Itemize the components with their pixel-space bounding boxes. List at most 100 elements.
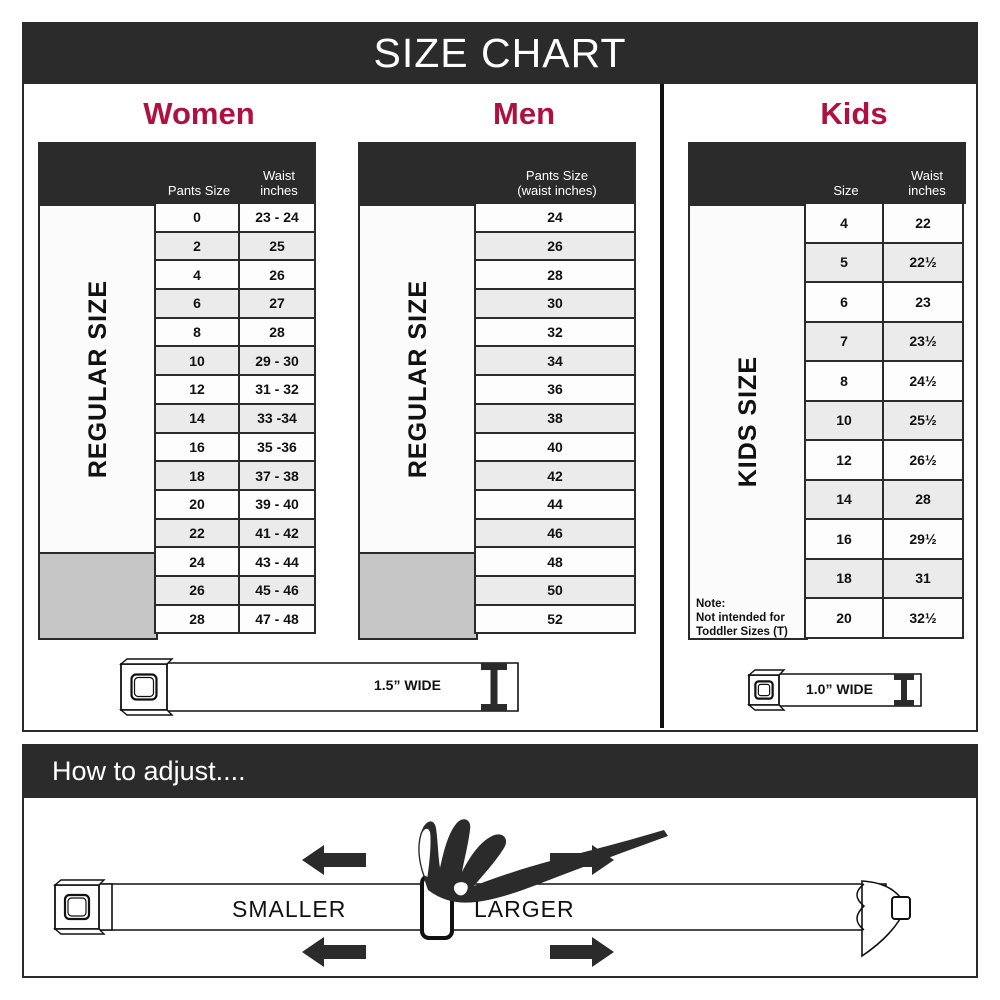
adult-belt-diagram: 1.5” WIDE <box>102 649 537 724</box>
table-row: 16 29½ <box>804 518 964 560</box>
category-block-kids: KIDS SIZE <box>688 204 808 640</box>
table-row: 38 <box>474 402 636 434</box>
table-row: 2 25 <box>154 230 316 262</box>
table-cell: 23 - 24 <box>238 202 316 233</box>
table-cell: 7 <box>804 320 884 362</box>
table-cell: 22 <box>882 202 964 244</box>
table-cell: 35 -36 <box>238 431 316 463</box>
table-row: 14 33 -34 <box>154 402 316 434</box>
men-rows: 24 26 28 30 32 34 36 38 40 42 44 46 48 50 52 <box>474 202 636 635</box>
page-title-bar: SIZE CHART <box>22 22 978 84</box>
men-column-header: Pants Size (waist inches) <box>517 168 597 198</box>
section-title-men: Men <box>493 96 555 131</box>
table-row: 20 39 - 40 <box>154 488 316 520</box>
category-block-kids-label: KIDS SIZE <box>733 356 762 488</box>
table-cell: 36 <box>474 374 636 405</box>
table-cell: 20 <box>154 488 240 520</box>
table-row: 7 23½ <box>804 320 964 362</box>
table-cell: 18 <box>804 557 884 599</box>
table-cell: 22 <box>154 517 240 549</box>
table-row: 28 47 - 48 <box>154 603 316 635</box>
table-cell: 39 - 40 <box>238 488 316 520</box>
table-cell: 6 <box>154 288 240 319</box>
table-cell: 44 <box>474 488 636 520</box>
table-row: 34 <box>474 345 636 377</box>
table-row: 10 29 - 30 <box>154 345 316 377</box>
table-row: 8 28 <box>154 316 316 348</box>
table-cell: 26 <box>154 574 240 606</box>
table-cell: 24 <box>474 202 636 233</box>
table-cell: 40 <box>474 431 636 463</box>
table-cell: 34 <box>474 345 636 377</box>
table-row: 22 41 - 42 <box>154 517 316 549</box>
table-cell: 0 <box>154 202 240 233</box>
table-cell: 8 <box>154 316 240 348</box>
adult-belt-width-label: 1.5” WIDE <box>374 677 441 693</box>
category-block-xlarge-extension <box>38 554 96 640</box>
table-row: 48 <box>474 546 636 577</box>
kids-section-divider <box>660 84 664 728</box>
table-row: 30 <box>474 288 636 319</box>
table-cell: 14 <box>804 478 884 520</box>
table-cell: 43 - 44 <box>238 546 316 577</box>
table-cell: 18 <box>154 460 240 491</box>
women-column-header: Waist inches <box>260 168 298 198</box>
kids-belt-diagram: 1.0” WIDE <box>736 662 936 718</box>
table-cell: 31 <box>882 557 964 599</box>
table-row: 18 37 - 38 <box>154 460 316 491</box>
table-cell: 23 <box>882 281 964 323</box>
table-row: 44 <box>474 488 636 520</box>
category-block-regular-label: REGULAR SIZE <box>83 279 112 479</box>
section-title-kids: Kids <box>820 96 888 131</box>
women-column-header: Pants Size <box>167 183 231 198</box>
table-row: 6 23 <box>804 281 964 323</box>
table-cell: 20 <box>804 597 884 639</box>
smaller-label: SMALLER <box>232 896 347 922</box>
table-cell: 48 <box>474 546 636 577</box>
table-row: 32 <box>474 316 636 348</box>
category-block-regular: REGULAR SIZE <box>38 204 158 554</box>
women-table-header: Pants Size Waist inches <box>38 142 316 204</box>
table-cell: 24½ <box>882 360 964 402</box>
table-cell: 12 <box>804 439 884 481</box>
table-row: 18 31 <box>804 557 964 599</box>
table-cell: 47 - 48 <box>238 603 316 635</box>
table-cell: 30 <box>474 288 636 319</box>
table-row: 52 <box>474 603 636 635</box>
table-row: 14 28 <box>804 478 964 520</box>
belt-adjust-illustration <box>24 798 976 974</box>
table-cell: 29 - 30 <box>238 345 316 377</box>
table-row: 4 22 <box>804 202 964 244</box>
table-row: 24 <box>474 202 636 233</box>
kids-belt-graphic <box>747 669 922 711</box>
table-cell: 28 <box>154 603 240 635</box>
kids-rows: 4 22 5 22½ 6 23 7 23½ 8 24½ 10 25½ 12 26½ 14 28 16 29½ 18 3… <box>804 202 964 639</box>
table-cell: 24 <box>154 546 240 577</box>
table-row: 12 26½ <box>804 439 964 481</box>
table-cell: 10 <box>804 399 884 441</box>
table-row: 24 43 - 44 <box>154 546 316 577</box>
section-title-women: Women <box>143 96 255 131</box>
men-size-table: Pants Size (waist inches)X-LARGEREGULAR … <box>358 142 636 640</box>
kids-size-table: Size Waist inches KIDS SIZE 4 22 5 22½ 6 23 7 23½ 8… <box>688 142 966 640</box>
table-cell: 5 <box>804 241 884 283</box>
table-cell: 12 <box>154 374 240 405</box>
men-table-header: Pants Size (waist inches) <box>358 142 636 204</box>
kids-column-header: Waist inches <box>908 168 946 198</box>
table-row: 12 31 - 32 <box>154 374 316 405</box>
table-cell: 27 <box>238 288 316 319</box>
table-cell: 50 <box>474 574 636 606</box>
table-row: 16 35 -36 <box>154 431 316 463</box>
how-to-adjust-bar: How to adjust.... <box>22 744 978 798</box>
table-cell: 4 <box>154 259 240 291</box>
table-cell: 28 <box>882 478 964 520</box>
category-block-xlarge-extension <box>358 554 416 640</box>
table-cell: 8 <box>804 360 884 402</box>
table-cell: 25 <box>238 230 316 262</box>
table-cell: 16 <box>804 518 884 560</box>
table-cell: 46 <box>474 517 636 549</box>
women-rows: 0 23 - 24 2 25 4 26 6 27 8 28 10 29 - 30 12 31 - 32 14… <box>154 202 316 635</box>
category-block-regular: REGULAR SIZE <box>358 204 478 554</box>
table-cell: 26 <box>474 230 636 262</box>
